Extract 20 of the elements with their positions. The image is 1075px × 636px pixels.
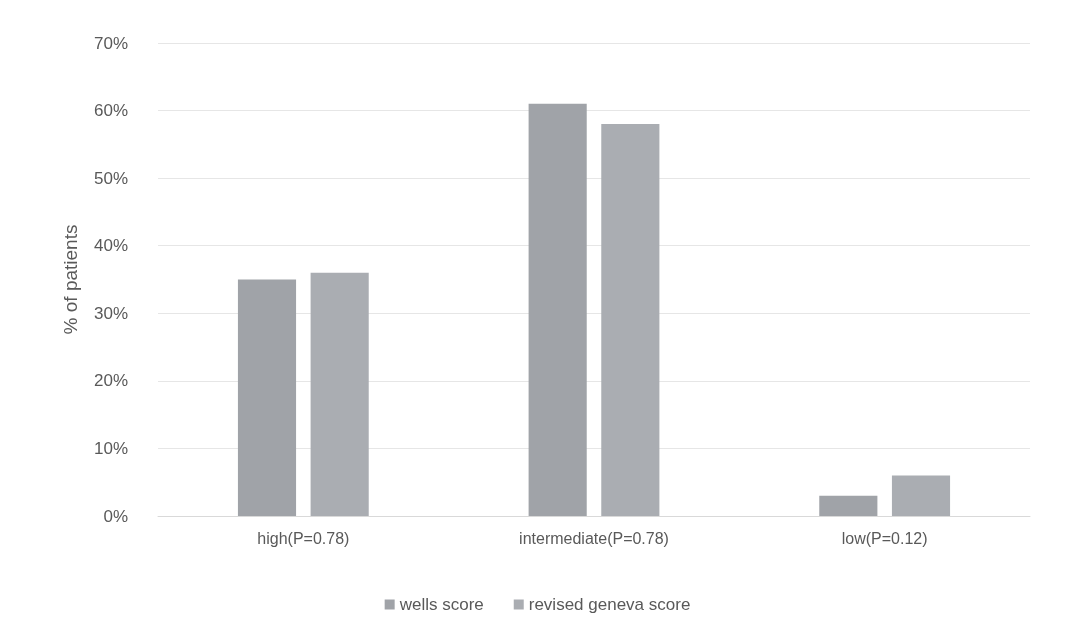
y-tick-label: 10%: [93, 438, 128, 458]
bar: [310, 272, 369, 516]
bar: [891, 475, 951, 516]
bar: [237, 279, 297, 516]
y-tick-label: 50%: [93, 168, 128, 188]
bar: [528, 103, 587, 516]
bar: [601, 124, 660, 516]
y-tick-label: 70%: [93, 33, 128, 53]
y-tick-label: 30%: [93, 303, 128, 323]
y-tick-label: 60%: [93, 101, 128, 121]
y-tick-label: 0%: [103, 506, 128, 526]
bar: [819, 495, 878, 516]
y-tick-label: 20%: [93, 371, 128, 391]
y-axis-title: % of patients: [60, 224, 81, 335]
x-tick-label: high(P=0.78): [257, 529, 350, 547]
x-tick-label: intermediate(P=0.78): [519, 529, 669, 547]
legend-label: wells score: [398, 595, 484, 614]
x-tick-label: low(P=0.12): [841, 529, 928, 547]
y-tick-label: 40%: [93, 236, 128, 256]
legend-label: revised geneva score: [528, 595, 691, 614]
